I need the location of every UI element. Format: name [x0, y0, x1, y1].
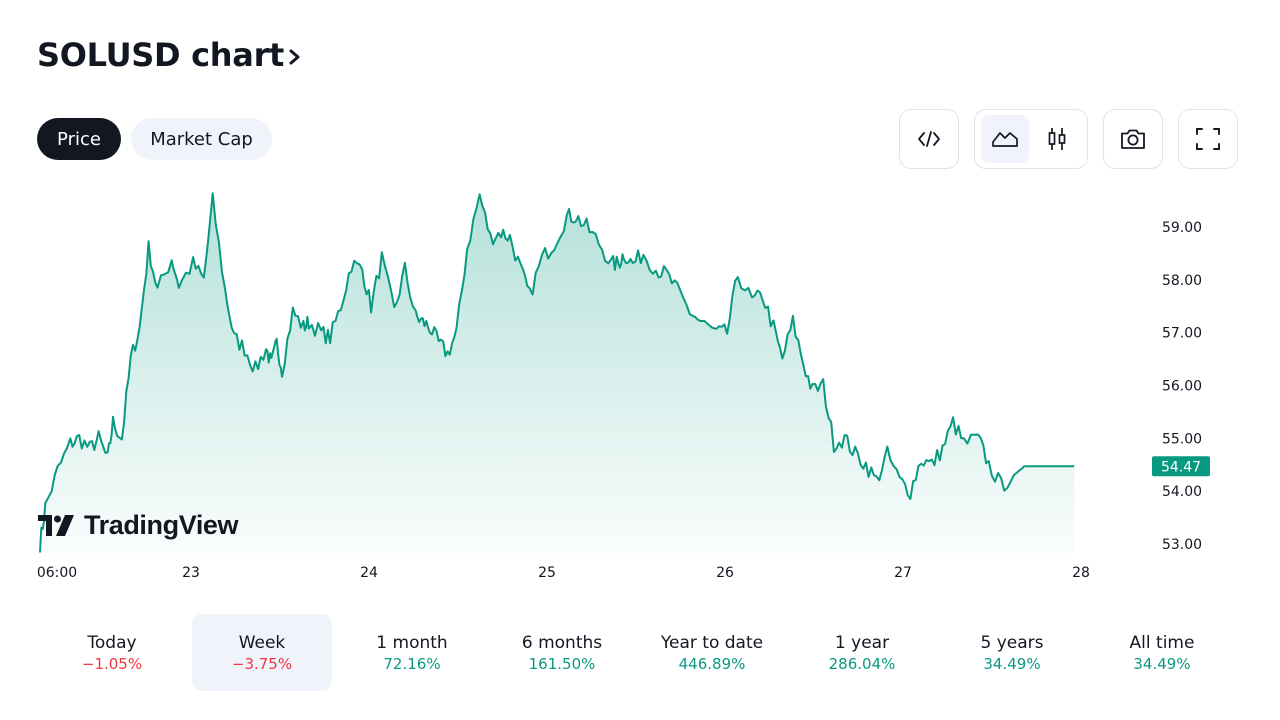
period-today[interactable]: Today −1.05%	[42, 614, 182, 691]
camera-icon	[1121, 129, 1145, 149]
period-change: −1.05%	[81, 654, 143, 673]
candlestick-chart-button[interactable]	[1033, 115, 1081, 163]
x-tick: 25	[538, 565, 556, 581]
tradingview-logo-icon	[38, 514, 74, 536]
fullscreen-button[interactable]	[1178, 109, 1238, 169]
x-tick: 23	[182, 565, 200, 581]
y-tick: 56.00	[1162, 379, 1202, 395]
last-price-tag-bg	[1152, 456, 1210, 477]
period-5-years[interactable]: 5 years 34.49%	[942, 614, 1082, 691]
last-price-tag: 54.47	[1152, 456, 1210, 477]
y-tick: 53.00	[1162, 537, 1202, 553]
fullscreen-icon	[1196, 128, 1220, 150]
period-label: 1 month	[376, 632, 448, 653]
chart-title: SOLUSD chart	[37, 36, 285, 74]
code-icon	[918, 131, 940, 147]
chart-type-switcher	[974, 109, 1088, 169]
area-chart-icon	[992, 132, 1018, 147]
period-label: All time	[1129, 632, 1195, 653]
period-change: 34.49%	[1133, 654, 1191, 673]
period-label: 5 years	[980, 632, 1044, 653]
tradingview-watermark: TradingView	[38, 510, 239, 541]
price-line	[39, 192, 1075, 553]
period-change: 286.04%	[828, 654, 896, 673]
period-week[interactable]: Week −3.75%	[192, 614, 332, 691]
x-axis: 06:00 23 24 25 26 27 28	[37, 565, 1090, 581]
x-tick: 06:00	[37, 565, 77, 581]
period-change: 72.16%	[383, 654, 441, 673]
price-chart[interactable]: 59.00 58.00 57.00 56.00 55.00 54.00 53.0…	[0, 185, 1280, 585]
period-1-month[interactable]: 1 month 72.16%	[342, 614, 482, 691]
snapshot-button[interactable]	[1103, 109, 1163, 169]
period-label: 6 months	[521, 632, 603, 653]
tab-price[interactable]: Price	[37, 118, 121, 160]
period-change: 34.49%	[983, 654, 1041, 673]
y-tick: 59.00	[1162, 220, 1202, 236]
x-tick: 27	[894, 565, 912, 581]
period-all-time[interactable]: All time 34.49%	[1092, 614, 1232, 691]
period-1-year[interactable]: 1 year 286.04%	[792, 614, 932, 691]
period-label: Year to date	[660, 632, 764, 653]
y-axis: 59.00 58.00 57.00 56.00 55.00 54.00 53.0…	[1162, 220, 1202, 553]
x-tick: 24	[360, 565, 378, 581]
period-change: −3.75%	[231, 654, 293, 673]
x-tick: 26	[716, 565, 734, 581]
y-tick: 55.00	[1162, 431, 1202, 447]
y-tick: 58.00	[1162, 273, 1202, 289]
period-change: 161.50%	[528, 654, 596, 673]
performance-periods: Today −1.05% Week −3.75% 1 month 72.16% …	[37, 614, 1241, 691]
period-label: Week	[238, 632, 286, 653]
chevron-right-icon	[289, 49, 300, 65]
tab-market-cap[interactable]: Market Cap	[131, 118, 272, 160]
candlestick-icon	[1048, 128, 1066, 150]
period-year-to-date[interactable]: Year to date 446.89%	[642, 614, 782, 691]
price-area-fill	[40, 193, 1075, 553]
chart-title-link[interactable]: SOLUSD chart	[37, 36, 302, 74]
area-chart-button[interactable]	[981, 115, 1029, 163]
y-tick: 57.00	[1162, 326, 1202, 342]
y-tick: 54.00	[1162, 484, 1202, 500]
tradingview-wordmark: TradingView	[84, 510, 239, 540]
last-price-label: 54.47	[1161, 459, 1201, 475]
embed-button[interactable]	[899, 109, 959, 169]
x-tick: 28	[1072, 565, 1090, 581]
period-label: Today	[87, 632, 137, 653]
period-6-months[interactable]: 6 months 161.50%	[492, 614, 632, 691]
period-change: 446.89%	[678, 654, 746, 673]
period-label: 1 year	[834, 632, 890, 653]
